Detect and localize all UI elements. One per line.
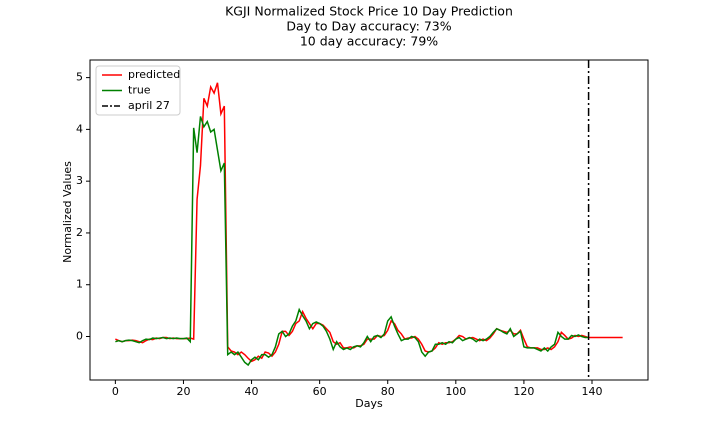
series-line (115, 116, 589, 367)
y-tick-label: 5 (76, 71, 83, 84)
legend-label: april 27 (128, 99, 170, 112)
x-tick-label: 140 (581, 385, 602, 398)
legend-label: true (128, 84, 151, 97)
legend-box (95, 65, 181, 116)
y-tick-label: 3 (76, 174, 83, 187)
y-tick-label: 2 (76, 226, 83, 239)
y-tick-label: 4 (76, 122, 83, 135)
x-tick-label: 60 (313, 385, 327, 398)
y-axis-label: Normalized Values (61, 161, 74, 263)
x-tick-label: 80 (381, 385, 395, 398)
y-tick-label: 0 (76, 330, 83, 343)
chart-subtitle: 10 day accuracy: 79% (300, 34, 438, 49)
chart-title: KGJI Normalized Stock Price 10 Day Predi… (225, 4, 513, 19)
x-tick-label: 0 (112, 385, 119, 398)
plot-frame (89, 59, 649, 381)
x-axis-label: Days (355, 397, 383, 410)
y-tick-label: 1 (76, 278, 83, 291)
legend-label: predicted (128, 68, 180, 81)
chart-subtitle: Day to Day accuracy: 73% (286, 19, 451, 34)
x-tick-label: 40 (245, 385, 259, 398)
x-tick-label: 20 (176, 385, 190, 398)
x-tick-label: 100 (445, 385, 466, 398)
x-tick-label: 120 (513, 385, 534, 398)
